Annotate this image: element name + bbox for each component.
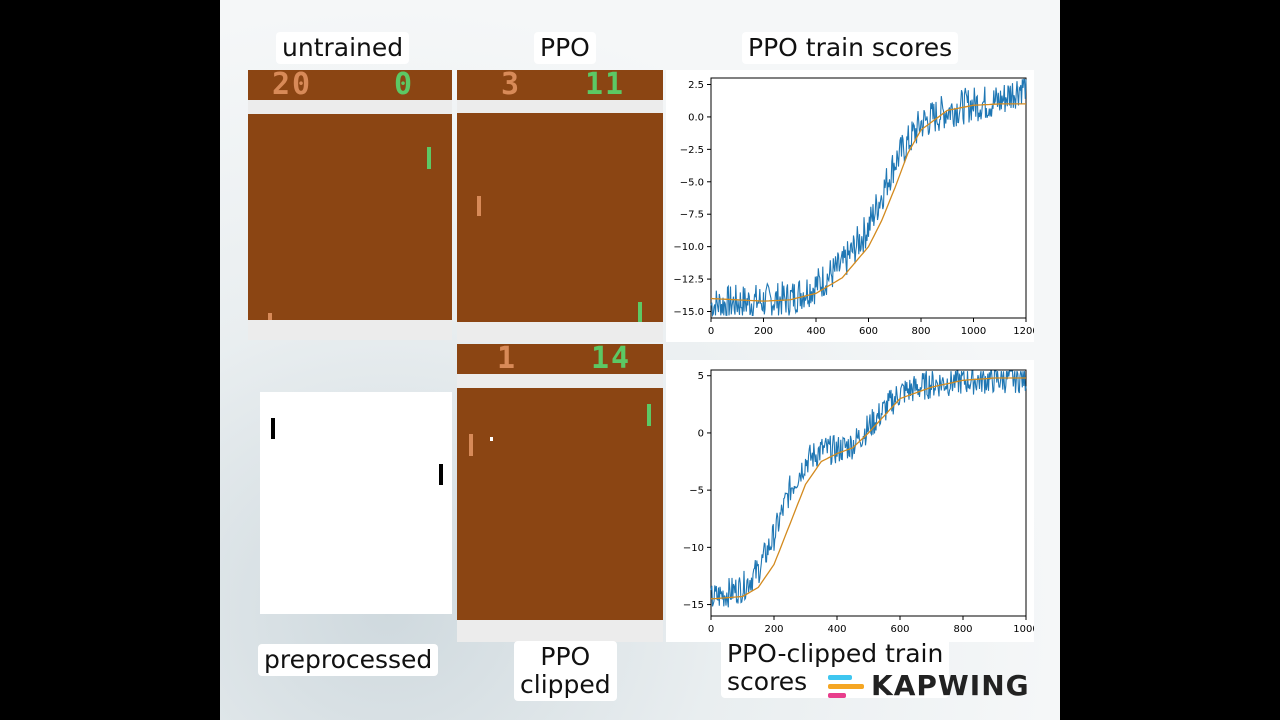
game-ppo-clipped: 1 14 xyxy=(457,344,663,642)
chart-ppo-clipped-train-scores: 0 200 400 600 800 1000 5 0 −5 −10 −15 xyxy=(666,360,1034,642)
game-bottom-wall xyxy=(457,322,663,342)
x-tick-label: 200 xyxy=(764,624,783,635)
label-ppo-clipped-line2: clipped xyxy=(520,670,611,699)
right-score: 0 xyxy=(394,70,415,102)
right-score: 11 xyxy=(585,70,626,102)
left-paddle xyxy=(469,434,473,456)
label-ppo-clipped-train-scores: PPO-clipped train scores xyxy=(721,638,950,698)
game-ppo: 3 11 xyxy=(457,70,663,342)
y-tick-label: 0.0 xyxy=(688,112,704,123)
video-frame: untrained PPO PPO train scores 20 0 3 11… xyxy=(220,0,1060,720)
game-top-wall xyxy=(457,100,663,113)
plot-frame xyxy=(710,77,1027,319)
y-tick-label: −5 xyxy=(689,486,704,497)
x-tick-label: 1200 xyxy=(1013,326,1034,337)
game-top-wall xyxy=(457,374,663,388)
kapwing-watermark: KAPWING xyxy=(828,664,1043,708)
game-top-wall xyxy=(248,100,452,114)
left-paddle xyxy=(271,418,275,439)
right-paddle xyxy=(439,464,443,485)
left-score: 3 xyxy=(501,70,522,102)
game-bottom-wall xyxy=(248,320,452,340)
x-tick-label: 600 xyxy=(859,326,878,337)
game-bottom-wall xyxy=(457,620,663,642)
raw-scores-line xyxy=(710,370,1027,608)
chart-ppo-train-scores: 0 200 400 600 800 1000 1200 2.5 0.0 −2.5 −5.0 −7.5 −… xyxy=(666,70,1034,342)
right-paddle xyxy=(427,147,431,169)
right-paddle xyxy=(638,302,642,322)
label-ppo-clipped-line1: PPO xyxy=(540,642,591,671)
kapwing-logo-icon xyxy=(828,675,864,698)
y-tick-label: −2.5 xyxy=(680,145,704,156)
y-tick-label: −12.5 xyxy=(673,275,704,286)
x-tick-label: 600 xyxy=(890,624,909,635)
x-tick-label: 400 xyxy=(827,624,846,635)
right-paddle xyxy=(647,404,651,426)
y-tick-label: 5 xyxy=(698,371,704,382)
y-tick-label: −15 xyxy=(683,600,704,611)
chart-ppo-svg: 0 200 400 600 800 1000 1200 2.5 0.0 −2.5 −5.0 −7.5 −… xyxy=(673,77,1034,337)
label-ppo-clipped-scores-line1: PPO-clipped train xyxy=(727,639,944,668)
label-ppo-clipped: PPO clipped xyxy=(514,641,617,701)
preprocessed-frame xyxy=(260,392,452,614)
x-tick-label: 800 xyxy=(911,326,930,337)
left-score: 20 xyxy=(272,70,313,102)
x-tick-label: 400 xyxy=(806,326,825,337)
label-preprocessed: preprocessed xyxy=(258,644,439,676)
y-tick-label: −15.0 xyxy=(673,307,704,318)
x-tick-label: 0 xyxy=(708,326,714,337)
chart-ppo-clipped-svg: 0 200 400 600 800 1000 5 0 −5 −10 −15 xyxy=(683,369,1034,635)
x-tick-label: 0 xyxy=(708,624,714,635)
left-score: 1 xyxy=(497,344,518,376)
left-paddle xyxy=(268,313,272,320)
y-tick-label: −7.5 xyxy=(680,210,704,221)
raw-scores-line xyxy=(710,78,1027,318)
label-ppo-train-scores: PPO train scores xyxy=(742,32,959,64)
label-untrained: untrained xyxy=(276,32,410,64)
x-tick-label: 1000 xyxy=(1013,624,1034,635)
x-tick-label: 200 xyxy=(754,326,773,337)
plot-frame xyxy=(710,369,1027,617)
smoothed-scores-line xyxy=(710,377,1026,600)
x-tick-label: 1000 xyxy=(961,326,986,337)
label-ppo: PPO xyxy=(534,32,596,64)
x-tick-label: 800 xyxy=(953,624,972,635)
right-score: 14 xyxy=(591,344,632,376)
y-tick-label: −5.0 xyxy=(680,177,704,188)
y-tick-label: 0 xyxy=(698,428,704,439)
y-tick-label: 2.5 xyxy=(688,80,704,91)
left-paddle xyxy=(477,196,481,216)
ball xyxy=(490,437,493,441)
game-untrained: 20 0 xyxy=(248,70,452,340)
y-tick-label: −10 xyxy=(683,543,704,554)
y-tick-label: −10.0 xyxy=(673,242,704,253)
smoothed-scores-line xyxy=(710,103,1026,302)
label-ppo-clipped-scores-line2: scores xyxy=(727,667,808,696)
kapwing-text: KAPWING xyxy=(871,669,1030,702)
